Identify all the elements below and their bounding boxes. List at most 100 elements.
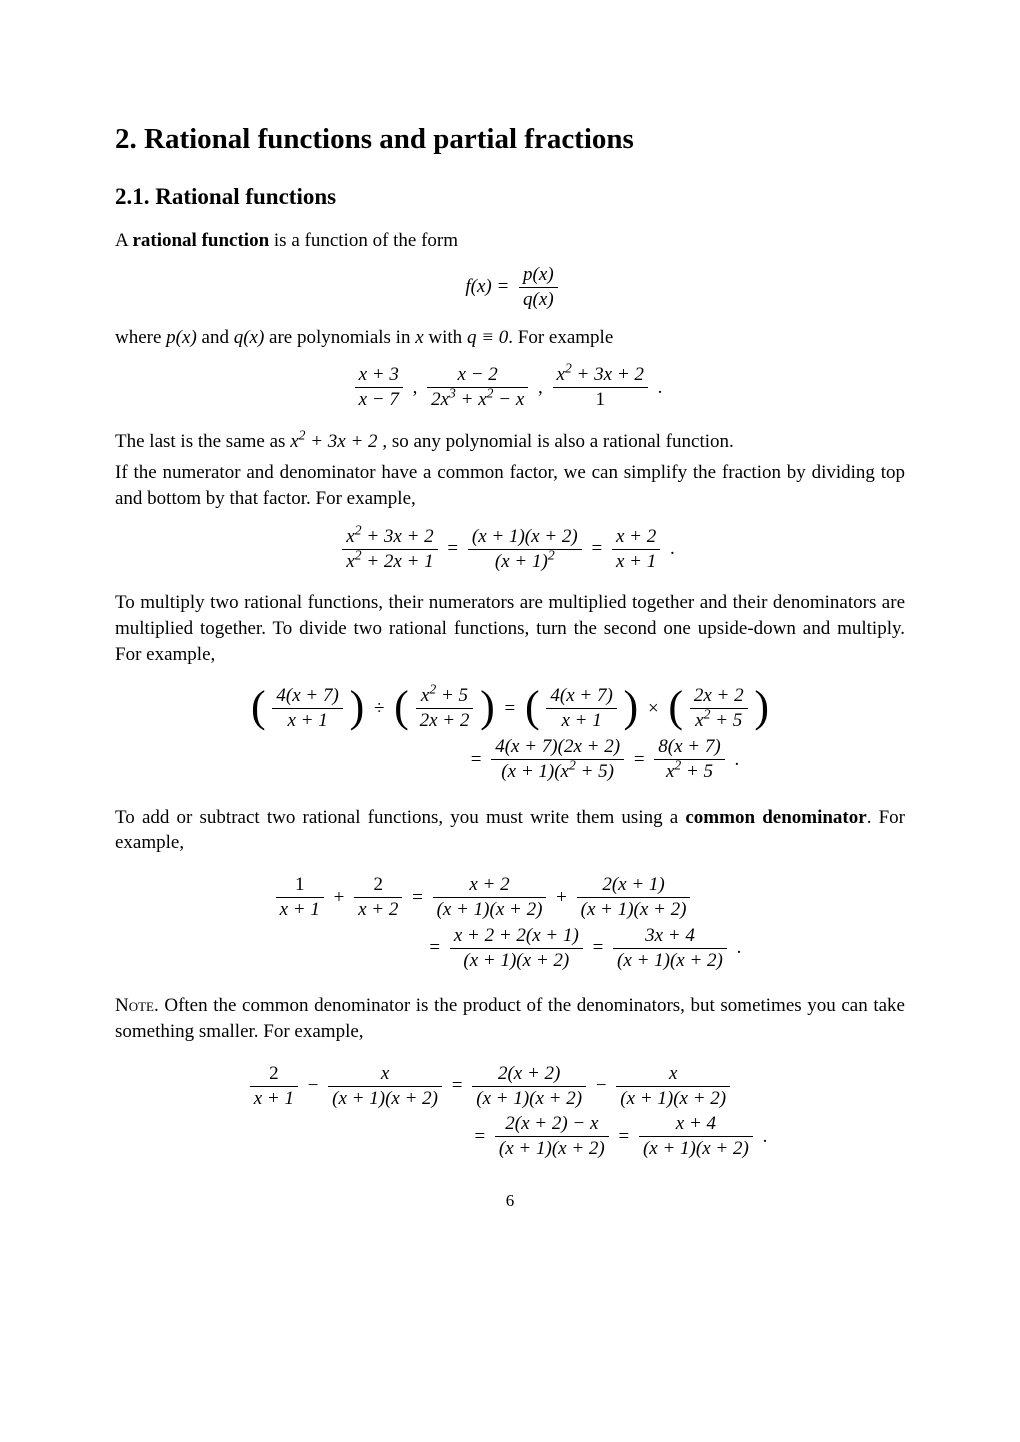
frac: 2x + 2 x2 + 5 — [690, 685, 748, 732]
frac: 2(x + 1) (x + 1)(x + 2) — [577, 874, 691, 921]
num: x2 + 3x + 2 — [553, 364, 648, 388]
num: x + 2 — [612, 526, 660, 550]
paragraph-3: The last is the same as x2 + 3x + 2 , so… — [115, 429, 905, 455]
num: x2 + 3x + 2 — [342, 526, 437, 550]
times: × — [644, 696, 663, 722]
rparen-icon: ) — [623, 689, 640, 724]
eq1-frac: p(x) q(x) — [519, 264, 558, 311]
den: (x + 1)(x + 2) — [328, 1087, 442, 1110]
paragraph-6: To add or subtract two rational function… — [115, 805, 905, 856]
comma: , — [409, 375, 422, 401]
minus: − — [304, 1073, 323, 1099]
eq3-frac1: x2 + 3x + 2 x2 + 2x + 1 — [342, 526, 437, 573]
num: x — [328, 1063, 442, 1087]
den: (x + 1)(x + 2) — [613, 949, 727, 972]
eq5-row2: = x + 2 + 2(x + 1) (x + 1)(x + 2) = 3x +… — [275, 925, 746, 972]
math-inline: x2 + 3x + 2 — [290, 431, 377, 452]
lparen-icon: ( — [393, 689, 410, 724]
eq5-row1: 1 x + 1 + 2 x + 2 = x + 2 (x + 1)(x + 2)… — [275, 874, 746, 921]
text: where — [115, 327, 166, 348]
section-title-text: Rational functions — [155, 184, 336, 209]
equals: = — [615, 1124, 634, 1150]
num: 8(x + 7) — [654, 736, 724, 760]
den: x2 + 2x + 1 — [342, 550, 437, 573]
eq6-row2: = 2(x + 2) − x (x + 1)(x + 2) = x + 4 (x… — [249, 1113, 772, 1160]
period: . — [759, 1124, 772, 1150]
equals: = — [587, 536, 606, 562]
frac: 2(x + 2) − x (x + 1)(x + 2) — [495, 1113, 609, 1160]
paragraph-7: Note. Often the common denominator is th… — [115, 993, 905, 1044]
frac: 4(x + 7) x + 1 — [272, 685, 342, 732]
num: 2(x + 1) — [577, 874, 691, 898]
text: and — [197, 327, 234, 348]
equation-3: x2 + 3x + 2 x2 + 2x + 1 = (x + 1)(x + 2)… — [115, 526, 905, 573]
comma: , — [534, 375, 547, 401]
frac: 1 x + 1 — [276, 874, 324, 921]
paragraph-4: If the numerator and denominator have a … — [115, 460, 905, 511]
chapter-number: 2. — [115, 123, 137, 155]
text: , so any polynomial is also a rational f… — [378, 431, 734, 452]
math-inline: q ≡ 0 — [467, 327, 508, 348]
eq3-frac3: x + 2 x + 1 — [612, 526, 660, 573]
frac: x + 2 + 2(x + 1) (x + 1)(x + 2) — [450, 925, 583, 972]
paragraph-1: A rational function is a function of the… — [115, 228, 905, 254]
text: To add or subtract two rational function… — [115, 807, 685, 828]
frac: x + 4 (x + 1)(x + 2) — [639, 1113, 753, 1160]
num: x − 2 — [427, 364, 528, 388]
equals: = — [467, 747, 486, 773]
den: x2 + 5 — [690, 709, 748, 732]
equals: = — [425, 935, 444, 961]
term-rational-function: rational function — [132, 230, 269, 251]
plus: + — [552, 885, 571, 911]
den: (x + 1)(x + 2) — [472, 1087, 586, 1110]
period: . — [730, 747, 743, 773]
num: 4(x + 7)(2x + 2) — [491, 736, 624, 760]
note-label: Note. — [115, 995, 159, 1016]
frac: 4(x + 7)(2x + 2) (x + 1)(x2 + 5) — [491, 736, 624, 783]
text: The last is the same as — [115, 431, 290, 452]
equals: = — [448, 1073, 467, 1099]
num: x + 3 — [355, 364, 403, 388]
plus: + — [330, 885, 349, 911]
rparen-icon: ) — [349, 689, 366, 724]
equals: = — [501, 696, 520, 722]
eq2-frac2: x − 2 2x3 + x2 − x — [427, 364, 528, 411]
num: 1 — [276, 874, 324, 898]
num: 2 — [250, 1063, 298, 1087]
rparen-icon: ) — [753, 689, 770, 724]
equals: = — [408, 885, 427, 911]
text: Often the common denominator is the prod… — [115, 995, 905, 1042]
math-inline: x — [415, 327, 423, 348]
text: is a function of the form — [269, 230, 458, 251]
den: (x + 1)(x + 2) — [433, 898, 547, 921]
period: . — [654, 375, 667, 401]
page: 2. Rational functions and partial fracti… — [0, 0, 1020, 1273]
text: with — [424, 327, 467, 348]
den: x2 + 5 — [654, 760, 724, 783]
den: x + 1 — [612, 550, 660, 573]
chapter-title: 2. Rational functions and partial fracti… — [115, 120, 905, 159]
frac: x (x + 1)(x + 2) — [616, 1063, 730, 1110]
num: 4(x + 7) — [546, 685, 616, 709]
equation-2: x + 3 x − 7 , x − 2 2x3 + x2 − x , x2 + … — [115, 364, 905, 411]
eq6-row1: 2 x + 1 − x (x + 1)(x + 2) = 2(x + 2) (x… — [249, 1063, 772, 1110]
den: (x + 1)(x + 2) — [450, 949, 583, 972]
frac: 2(x + 2) (x + 1)(x + 2) — [472, 1063, 586, 1110]
num: 2 — [354, 874, 402, 898]
den: x + 1 — [546, 709, 616, 732]
num: x + 2 + 2(x + 1) — [450, 925, 583, 949]
den: x + 1 — [272, 709, 342, 732]
period: . — [733, 935, 746, 961]
den: (x + 1)(x + 2) — [495, 1137, 609, 1160]
num: 4(x + 7) — [272, 685, 342, 709]
frac: 3x + 4 (x + 1)(x + 2) — [613, 925, 727, 972]
equals: = — [630, 747, 649, 773]
frac: 2 x + 1 — [250, 1063, 298, 1110]
den: 2x + 2 — [416, 709, 474, 732]
num: x — [616, 1063, 730, 1087]
term-common-denominator: common denominator — [685, 807, 866, 828]
frac: 4(x + 7) x + 1 — [546, 685, 616, 732]
paragraph-5: To multiply two rational functions, thei… — [115, 590, 905, 667]
frac: x + 2 (x + 1)(x + 2) — [433, 874, 547, 921]
num: 2x + 2 — [690, 685, 748, 709]
